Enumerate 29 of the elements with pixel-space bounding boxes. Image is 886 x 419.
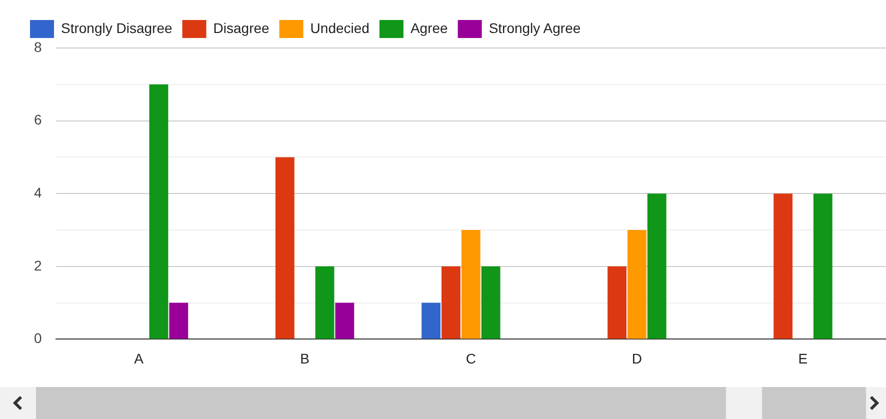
legend-label: Agree <box>410 20 448 36</box>
bar <box>481 266 500 339</box>
bar <box>422 302 441 339</box>
legend-label: Undecied <box>310 20 370 36</box>
bar <box>647 194 666 339</box>
bar <box>315 266 334 339</box>
bar <box>461 230 480 339</box>
y-tick-label: 4 <box>34 184 42 200</box>
y-tick-label: 6 <box>34 112 42 128</box>
bar <box>169 302 188 339</box>
y-tick-label: 0 <box>34 330 42 346</box>
legend-label: Strongly Disagree <box>61 20 172 36</box>
bar <box>149 84 168 339</box>
y-tick-label: 8 <box>34 38 42 55</box>
bar <box>608 266 626 339</box>
bar <box>275 157 294 339</box>
bar <box>774 194 793 339</box>
x-tick-label: A <box>134 350 144 366</box>
legend-label: Strongly Agree <box>488 20 581 36</box>
bar <box>813 194 832 339</box>
x-tick-label: D <box>632 350 642 366</box>
bar <box>335 302 354 339</box>
bar <box>627 230 646 339</box>
legend-label: Disagree <box>213 20 270 36</box>
x-tick-label: C <box>466 350 476 366</box>
x-tick-label: E <box>798 350 808 366</box>
x-tick-label: B <box>300 350 310 366</box>
bar <box>442 266 460 339</box>
y-tick-label: 2 <box>34 257 42 274</box>
